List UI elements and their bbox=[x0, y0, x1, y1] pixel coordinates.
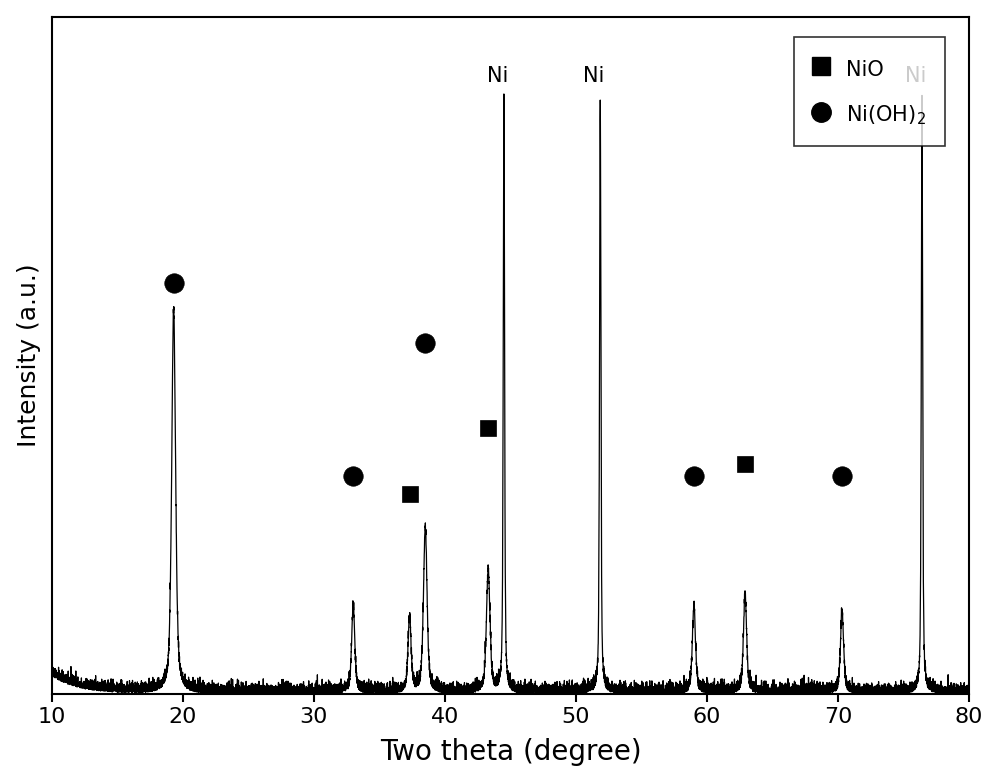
X-axis label: Two theta (degree): Two theta (degree) bbox=[380, 738, 641, 767]
Text: Ni: Ni bbox=[905, 67, 926, 86]
Text: Ni: Ni bbox=[487, 67, 508, 86]
Legend: NiO, Ni(OH)$_2$: NiO, Ni(OH)$_2$ bbox=[794, 38, 945, 146]
Y-axis label: Intensity (a.u.): Intensity (a.u.) bbox=[17, 264, 41, 447]
Text: Ni: Ni bbox=[583, 67, 604, 86]
